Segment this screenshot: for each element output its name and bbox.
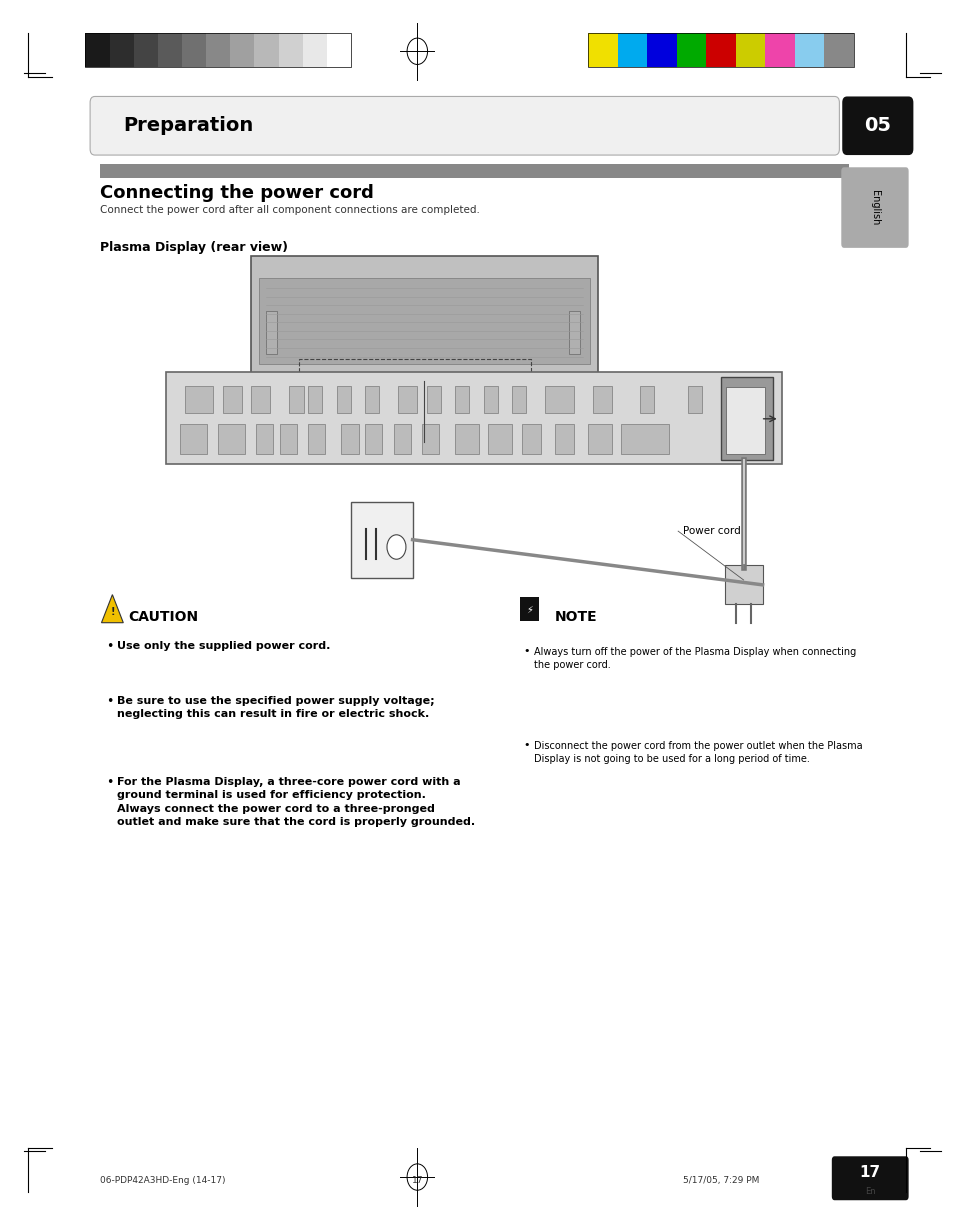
Bar [705,33,735,67]
Bar [735,33,764,67]
Bar [166,372,781,464]
Bar [725,387,764,454]
Bar [521,424,540,454]
Text: CAUTION: CAUTION [128,609,198,624]
Bar [646,33,676,67]
Text: Always turn off the power of the Plasma Display when connecting
the power cord.: Always turn off the power of the Plasma … [534,647,856,670]
Polygon shape [101,595,123,623]
Bar [157,33,182,67]
Bar [455,424,478,454]
Bar [720,377,772,460]
Bar [555,424,573,454]
Bar [255,424,273,454]
Text: •: • [523,740,530,750]
Text: Be sure to use the specified power supply voltage;
neglecting this can result in: Be sure to use the specified power suppl… [116,696,434,719]
Text: Use only the supplied power cord.: Use only the supplied power cord. [116,641,330,651]
Bar [488,424,512,454]
Bar [365,424,382,454]
Bar [278,33,302,67]
Bar [251,256,597,379]
Bar [348,375,500,405]
FancyBboxPatch shape [841,96,912,155]
Text: 06-PDP42A3HD-Eng (14-17): 06-PDP42A3HD-Eng (14-17) [99,1176,225,1186]
Bar [185,386,213,413]
Bar [639,386,654,413]
Bar [206,33,230,67]
Text: Preparation: Preparation [123,116,253,136]
Bar [483,386,497,413]
Text: Connect the power cord after all component connections are completed.: Connect the power cord after all compone… [99,205,479,215]
Bar [251,386,270,413]
Bar [421,424,438,454]
Bar [254,33,278,67]
Bar [351,502,412,578]
Text: •: • [106,695,113,708]
Text: Power cord: Power cord [682,526,740,536]
Text: !: ! [110,607,114,617]
Text: •: • [106,640,113,653]
Bar [426,386,440,413]
Bar [289,386,303,413]
Bar [327,33,351,67]
Bar [230,33,254,67]
Bar [687,386,701,413]
Text: Connecting the power cord: Connecting the power cord [99,184,373,201]
Text: •: • [523,646,530,656]
Text: 5/17/05, 7:29 PM: 5/17/05, 7:29 PM [682,1176,759,1186]
Bar [794,33,823,67]
Bar [587,33,617,67]
Bar [218,424,245,454]
Bar [587,33,853,67]
Text: •: • [106,777,113,789]
Bar [110,33,133,67]
Bar [394,424,410,454]
Bar [398,386,416,413]
Bar [519,597,538,621]
FancyBboxPatch shape [831,1156,907,1200]
Text: NOTE: NOTE [555,609,597,624]
Bar [302,33,327,67]
Bar [724,565,761,604]
Text: 17: 17 [411,1176,422,1186]
Bar [617,33,646,67]
Bar [308,424,325,454]
Circle shape [387,535,406,559]
Bar [279,424,296,454]
FancyBboxPatch shape [90,96,839,155]
Text: English: English [869,190,879,225]
Bar [545,386,573,413]
Bar [265,311,276,354]
Bar [341,424,358,454]
Bar [455,386,469,413]
Bar [592,386,611,413]
Bar [298,359,531,381]
Bar [365,386,379,413]
Text: ⚡: ⚡ [525,604,532,614]
Text: Plasma Display (rear view): Plasma Display (rear view) [99,242,287,254]
Bar [512,386,526,413]
Bar [258,278,589,364]
Bar [308,386,322,413]
Bar [99,164,848,178]
Bar [336,386,351,413]
Bar [620,424,668,454]
Text: 05: 05 [863,116,890,136]
Bar [823,33,853,67]
Bar [180,424,207,454]
Bar [569,311,579,354]
Bar [182,33,206,67]
Bar [764,33,794,67]
Bar [223,386,242,413]
Text: En: En [864,1187,875,1195]
Text: Disconnect the power cord from the power outlet when the Plasma
Display is not g: Disconnect the power cord from the power… [534,741,862,764]
Bar [676,33,705,67]
FancyBboxPatch shape [841,167,907,248]
Text: 17: 17 [859,1165,880,1181]
Bar [133,33,157,67]
Bar [587,424,611,454]
Bar [85,33,351,67]
Text: For the Plasma Display, a three-core power cord with a
ground terminal is used f: For the Plasma Display, a three-core pow… [116,778,475,827]
Bar [85,33,110,67]
